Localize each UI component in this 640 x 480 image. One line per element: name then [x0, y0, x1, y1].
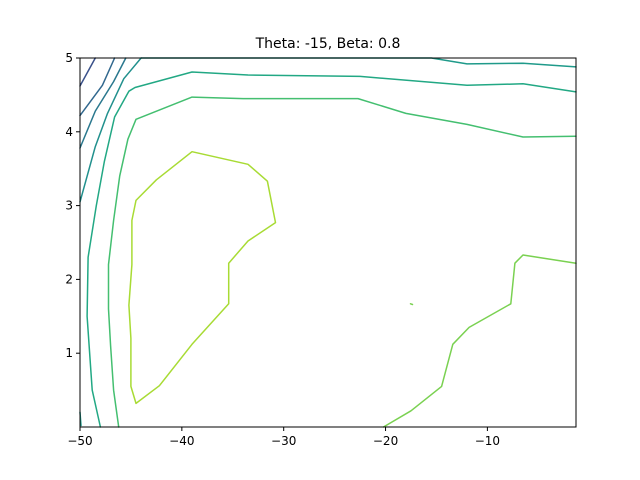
- axes-frame: [79, 57, 577, 428]
- y-tick-label: 3: [65, 199, 73, 213]
- y-tick-label: 1: [65, 346, 73, 360]
- x-tick-label: −40: [169, 434, 194, 448]
- contour-line-4: [79, 57, 142, 203]
- chart-title: Theta: -15, Beta: 0.8: [255, 36, 401, 52]
- x-tick-label: −10: [475, 434, 500, 448]
- x-tick-label: −50: [67, 434, 92, 448]
- contour-line-8: [107, 96, 577, 428]
- y-tick-label: 5: [65, 51, 73, 65]
- contour-line-3: [79, 57, 127, 149]
- y-tick-label: 2: [65, 272, 73, 286]
- contour-line-10: [409, 303, 414, 306]
- contour-line-7: [86, 71, 577, 428]
- contour-line-9: [382, 254, 577, 428]
- x-axis: −50 −40 −30 −20 −10: [67, 427, 500, 448]
- y-axis: 1 2 3 4 5: [65, 51, 80, 360]
- x-tick-label: −20: [373, 434, 398, 448]
- contour-line-2: [79, 57, 116, 117]
- x-tick-label: −30: [271, 434, 296, 448]
- contour-line-1: [79, 57, 97, 87]
- contour-line-11: [128, 150, 277, 405]
- contour-lines: [79, 57, 577, 428]
- y-tick-label: 4: [65, 125, 73, 139]
